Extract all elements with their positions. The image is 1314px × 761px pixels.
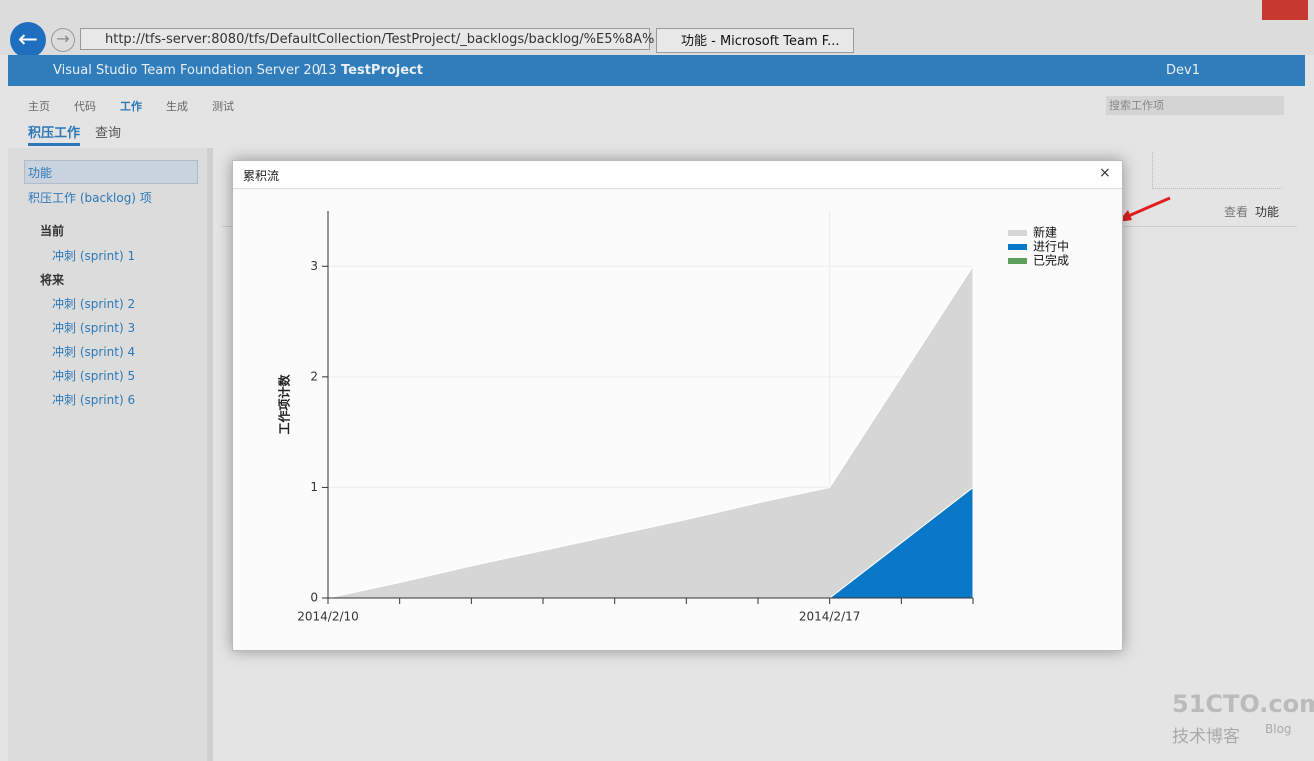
legend-swatch [1008,244,1027,250]
y-tick-label: 1 [310,480,318,494]
group-title[interactable]: 将来 [40,273,65,287]
x-tick-label: 2014/2/17 [799,610,861,624]
legend-swatch [1008,230,1027,236]
hub-link[interactable]: 测试 [212,100,234,113]
dialog: 累积流 × 0 1 2 3 2014/2/10 2014/2/17 工作项计数 新建 进行中 已完… [232,160,1123,651]
project-name[interactable]: TestProject [341,63,423,78]
dialog-header: 累积流 × [233,161,1122,189]
legend-label: 已完成 [1033,253,1069,268]
backlog-item[interactable]: 积压工作 (backlog) 项 [28,191,152,205]
forward-button[interactable]: → [51,28,75,52]
hub-link[interactable]: 主页 [28,100,50,113]
dialog-title: 累积流 [243,169,280,183]
hub-link[interactable]: 生成 [166,100,188,113]
sprint-link[interactable]: 冲刺 (sprint) 3 [52,321,136,335]
sidebar: 功能 积压工作 (backlog) 项 当前 冲刺 (sprint) 1 将来 … [8,148,207,761]
tab[interactable]: 积压工作 [28,122,81,146]
search-box[interactable]: 搜索工作项 [1106,96,1284,115]
splitter [207,148,213,761]
y-tick-label: 0 [310,591,318,605]
area [327,264,974,599]
browser-tab[interactable]: 功能 - Microsoft Team F... [656,28,854,53]
mini-chart[interactable] [1152,152,1282,189]
user-name[interactable]: Dev1 [1166,63,1200,78]
address-bar[interactable]: http://tfs-server:8080/tfs/DefaultCollec… [80,28,654,50]
sprint-link[interactable]: 冲刺 (sprint) 2 [52,297,136,311]
y-tick-label: 2 [310,369,318,383]
sprint-link[interactable]: 冲刺 (sprint) 6 [52,393,136,407]
hub-link[interactable]: 代码 [74,100,96,113]
separator: / [318,63,323,78]
product-name: Visual Studio Team Foundation Server 201… [53,63,337,78]
view-label: 查看 [1224,205,1249,219]
sprint-link[interactable]: 冲刺 (sprint) 5 [52,369,136,383]
watermark: 技术博客 [1172,727,1240,747]
back-button[interactable]: ← [10,22,46,58]
view-value[interactable]: 功能 [1255,205,1280,219]
hub-link[interactable]: 工作 [120,100,142,113]
sprint-link[interactable]: 冲刺 (sprint) 1 [52,249,136,263]
x-tick-label: 2014/2/10 [297,610,359,624]
header-bar: Visual Studio Team Foundation Server 201… [8,55,1305,86]
legend-label: 新建 [1033,225,1057,240]
close-window[interactable] [1262,0,1308,20]
legend-label: 进行中 [1033,239,1069,254]
y-tick-label: 3 [310,259,318,273]
sprint-link[interactable]: 冲刺 (sprint) 4 [52,345,136,359]
group-title[interactable]: 当前 [40,224,65,238]
close-button[interactable]: × [1099,165,1111,181]
watermark: Blog [1265,722,1292,736]
backlog-item[interactable]: 功能 [28,166,53,180]
tab[interactable]: 查询 [95,126,122,141]
watermark: 51CTO.com [1172,690,1314,718]
legend-swatch [1008,258,1027,264]
browser-chrome: ← → http://tfs-server:8080/tfs/DefaultCo… [0,0,1314,58]
y-axis-label: 工作项计数 [277,374,292,435]
annotation-arrow [1118,196,1171,222]
